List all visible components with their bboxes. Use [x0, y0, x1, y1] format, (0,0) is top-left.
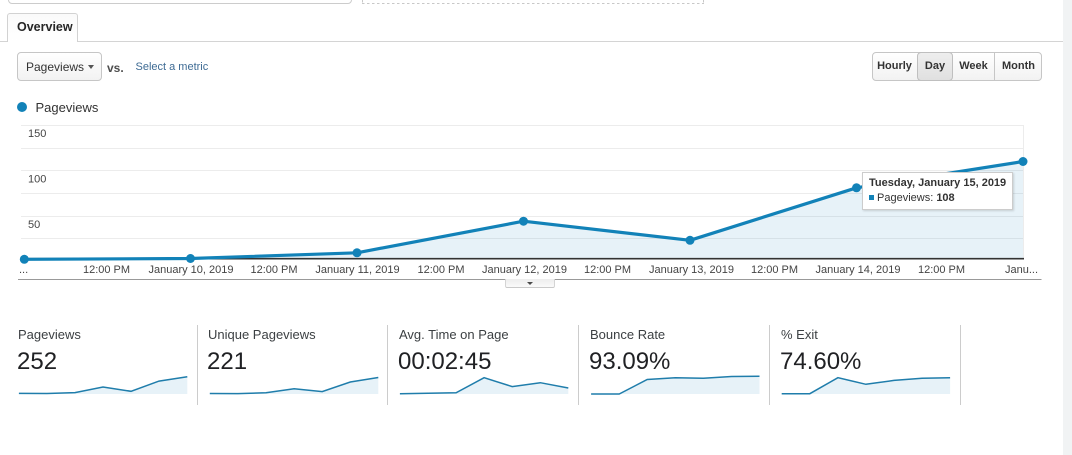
svg-text:150: 150: [28, 128, 46, 140]
svg-text:50: 50: [28, 219, 40, 231]
svg-text:January 11, 2019: January 11, 2019: [315, 264, 399, 276]
svg-text:Janu...: Janu...: [1005, 264, 1038, 276]
svg-text:12:00 PM: 12:00 PM: [918, 264, 965, 276]
svg-text:12:00 PM: 12:00 PM: [751, 264, 798, 276]
svg-text:January 13, 2019: January 13, 2019: [649, 264, 734, 276]
svg-text:January 10, 2019: January 10, 2019: [148, 264, 233, 276]
svg-text:12:00 PM: 12:00 PM: [417, 264, 464, 276]
svg-text:12:00 PM: 12:00 PM: [250, 264, 297, 276]
svg-text:100: 100: [28, 174, 46, 186]
svg-text:12:00 PM: 12:00 PM: [83, 264, 130, 276]
svg-text:12:00 PM: 12:00 PM: [584, 264, 631, 276]
svg-text:...: ...: [19, 264, 28, 276]
svg-text:January 12, 2019: January 12, 2019: [482, 264, 567, 276]
svg-text:January 14, 2019: January 14, 2019: [815, 264, 900, 276]
